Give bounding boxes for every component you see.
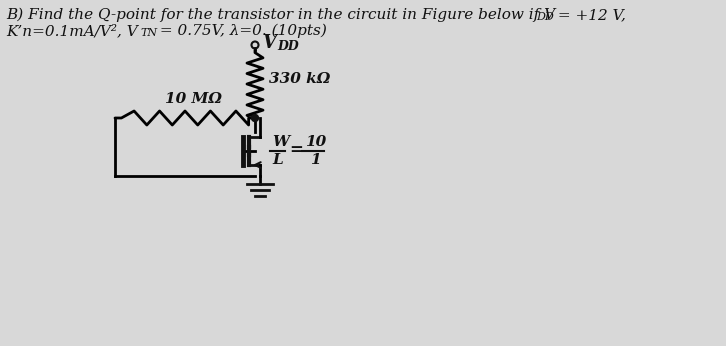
Text: 1: 1 <box>310 153 321 167</box>
Text: = 0.75V, λ=0. (10pts): = 0.75V, λ=0. (10pts) <box>155 24 327 38</box>
Text: K’n=0.1mA/V², V: K’n=0.1mA/V², V <box>6 24 138 38</box>
Text: =: = <box>289 140 303 157</box>
Text: TN: TN <box>140 28 157 38</box>
Text: W: W <box>272 135 289 149</box>
Text: DD: DD <box>277 40 299 54</box>
Text: 10: 10 <box>305 135 326 149</box>
Text: B) Find the Q-point for the transistor in the circuit in Figure below if V: B) Find the Q-point for the transistor i… <box>6 8 555 22</box>
Text: 10 MΩ: 10 MΩ <box>165 92 222 106</box>
Circle shape <box>251 115 258 121</box>
Text: = +12 V,: = +12 V, <box>553 8 626 22</box>
Text: V: V <box>262 34 276 52</box>
Text: L: L <box>272 153 282 167</box>
Text: 330 kΩ: 330 kΩ <box>269 72 330 86</box>
Text: DD: DD <box>536 12 554 22</box>
